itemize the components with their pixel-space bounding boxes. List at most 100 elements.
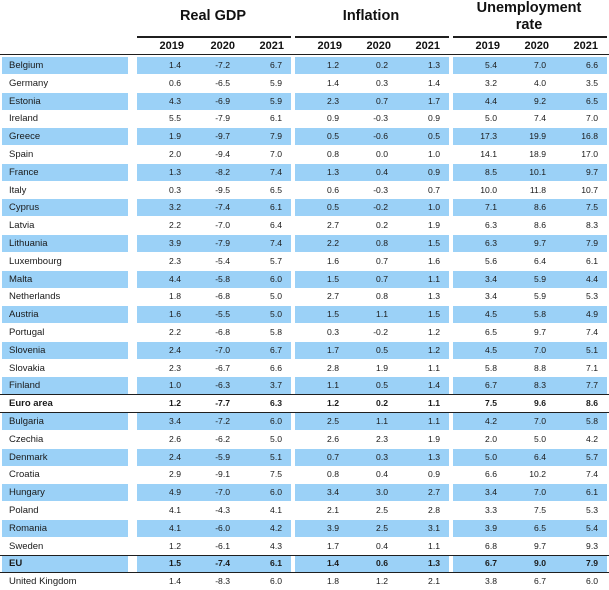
row-cell-background [137, 306, 291, 324]
inf-value-2020: 1.1 [376, 416, 388, 426]
unemp-value-2020: 9.6 [534, 398, 546, 409]
unemp-value-2021: 5.3 [586, 291, 598, 302]
gdp-value-2021: 4.1 [270, 505, 282, 515]
gdp-value-2019: 2.6 [169, 433, 181, 444]
gdp-value-2020: -6.2 [215, 433, 230, 444]
row-cell-background [137, 199, 291, 217]
table-row: Latvia 2.2 -7.0 6.4 2.7 0.2 1.9 6.3 8.6 8.3 [0, 217, 609, 234]
country-name: Greece [9, 131, 41, 143]
inf-value-2019: 1.5 [327, 309, 339, 320]
unemp-value-2020: 5.8 [534, 309, 546, 320]
header-rule-bottom [0, 54, 609, 55]
unemp-value-2021: 9.7 [586, 166, 598, 177]
row-cell-background [453, 555, 607, 573]
unemp-value-2020: 7.0 [534, 60, 546, 70]
row-cell-background [2, 341, 128, 359]
inf-value-2019: 1.7 [327, 540, 339, 551]
gdp-value-2020: -7.2 [215, 60, 230, 70]
unemp-value-2021: 7.9 [586, 558, 598, 569]
inf-value-2021: 1.1 [428, 540, 440, 551]
row-cell-background [453, 377, 607, 395]
unemp-value-2019: 4.4 [485, 95, 497, 106]
table-row: Czechia 2.6 -6.2 5.0 2.6 2.3 1.9 2.0 5.0 4.2 [0, 431, 609, 448]
gdp-value-2021: 4.3 [270, 540, 282, 551]
table-row: Estonia 4.3 -6.9 5.9 2.3 0.7 1.7 4.4 9.2 6.5 [0, 92, 609, 110]
unemp-value-2020: 4.0 [534, 77, 546, 88]
inf-value-2020: 0.3 [376, 451, 388, 462]
header-unemployment: Unemployment [476, 0, 582, 16]
inf-value-2019: 0.5 [327, 202, 339, 213]
gdp-value-2020: -6.1 [215, 540, 230, 551]
table-row: France 1.3 -8.2 7.4 1.3 0.4 0.9 8.5 10.1 9.7 [0, 163, 609, 181]
inf-value-2020: 1.2 [376, 576, 388, 587]
row-cell-background [453, 199, 607, 217]
inf-value-2019: 1.7 [327, 344, 339, 355]
inf-value-2020: -0.2 [373, 202, 388, 213]
gdp-value-2021: 6.3 [270, 398, 282, 409]
row-cell-background [137, 413, 291, 430]
inf-value-2020: 0.2 [376, 220, 388, 231]
gdp-value-2020: -9.1 [215, 469, 230, 480]
table-row: Italy 0.3 -9.5 6.5 0.6 -0.3 0.7 10.0 11.8 10.7 [0, 182, 609, 199]
gdp-value-2021: 3.7 [270, 380, 282, 391]
unemp-value-2020: 8.6 [534, 202, 546, 213]
gdp-value-2019: 5.5 [169, 113, 181, 124]
inf-value-2019: 0.8 [327, 469, 339, 480]
country-name: Italy [9, 184, 27, 196]
gdp-value-2019: 2.3 [169, 255, 181, 266]
inf-value-2021: 2.1 [428, 576, 440, 587]
gdp-value-2019: 0.6 [169, 77, 181, 88]
country-name: Austria [9, 309, 39, 321]
inf-value-2021: 1.4 [428, 380, 440, 391]
gdp-value-2020: -5.4 [215, 255, 230, 266]
row-cell-background [295, 555, 449, 573]
inf-value-2021: 1.3 [428, 451, 440, 462]
table-row: Sweden 1.2 -6.1 4.3 1.7 0.4 1.1 6.8 9.7 9.3 [0, 538, 609, 555]
gdp-value-2020: -5.5 [215, 309, 230, 320]
unemp-value-2020: 7.0 [534, 487, 546, 498]
unemp-value-2020: 8.6 [534, 220, 546, 231]
row-cell-background [295, 163, 449, 181]
gdp-value-2019: 2.4 [169, 344, 181, 355]
row-cell-background [453, 484, 607, 502]
inf-value-2019: 1.3 [327, 166, 339, 177]
gdp-value-2021: 7.4 [270, 166, 282, 177]
unemp-value-2019: 3.4 [485, 291, 497, 302]
gdp-value-2021: 5.1 [270, 451, 282, 462]
gdp-value-2019: 4.1 [169, 522, 181, 533]
inf-value-2019: 2.3 [327, 95, 339, 106]
inf-value-2019: 2.7 [327, 291, 339, 302]
inf-value-2021: 1.6 [428, 255, 440, 266]
unemp-value-2021: 5.7 [586, 451, 598, 462]
year-gdp-2021: 2021 [259, 40, 284, 52]
unemp-value-2021: 7.7 [586, 380, 598, 391]
inf-value-2020: 0.5 [376, 344, 388, 355]
inf-value-2020: 0.7 [376, 95, 388, 106]
inf-value-2021: 1.0 [428, 149, 440, 159]
year-unemp-2021: 2021 [573, 40, 598, 52]
gdp-value-2021: 5.9 [270, 77, 282, 88]
row-cell-background [137, 270, 291, 288]
inf-value-2020: 0.5 [376, 380, 388, 391]
header-inflation: Inflation [342, 8, 400, 24]
gdp-value-2019: 1.0 [169, 380, 181, 391]
gdp-value-2021: 6.0 [270, 576, 282, 587]
unemp-value-2021: 10.7 [581, 184, 598, 195]
gdp-value-2019: 4.4 [169, 273, 181, 284]
gdp-value-2019: 1.4 [169, 60, 181, 70]
inf-value-2021: 1.7 [428, 95, 440, 106]
unemp-value-2020: 9.7 [534, 327, 546, 337]
gdp-value-2019: 1.5 [169, 558, 181, 569]
row-cell-background [2, 555, 128, 573]
row-cell-background [2, 306, 128, 324]
inf-value-2019: 2.8 [327, 362, 339, 373]
inf-value-2020: 0.4 [376, 540, 388, 551]
year-inf-2019: 2019 [317, 40, 342, 52]
inf-value-2020: 0.2 [376, 60, 388, 70]
unemp-value-2021: 16.8 [581, 131, 598, 142]
gdp-value-2020: -6.7 [215, 362, 230, 373]
country-name: Denmark [9, 451, 48, 463]
row-cell-background [137, 235, 291, 252]
year-unemp-2019: 2019 [475, 40, 500, 52]
unemp-value-2019: 4.2 [485, 416, 497, 426]
